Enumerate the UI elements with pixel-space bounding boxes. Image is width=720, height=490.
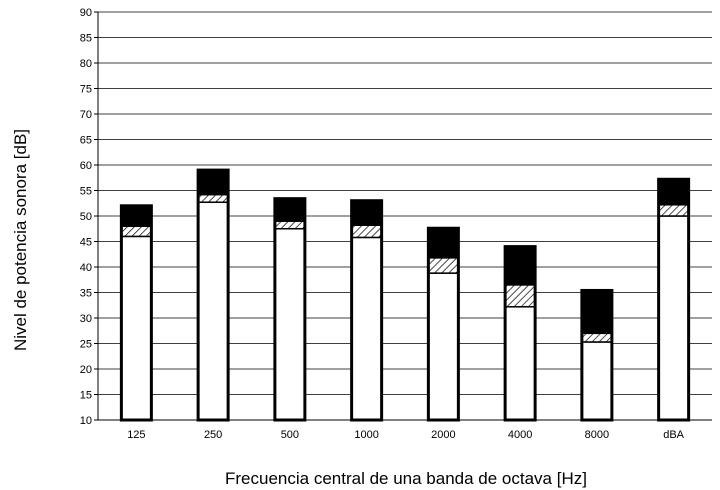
y-axis-title: Nivel de potencia sonora [dB] [11, 129, 30, 351]
y-tick-label: 45 [80, 237, 92, 249]
bars [119, 168, 691, 422]
gridlines [98, 11, 712, 395]
bar-segment-hatched [350, 224, 383, 239]
bar-segment-black [581, 289, 613, 335]
bar-segment-hatched [504, 284, 536, 308]
bar-segment-white [197, 201, 229, 421]
bar-segment-black [350, 199, 383, 226]
bar-segment-hatched [197, 193, 229, 203]
x-tick-label: dBA [663, 429, 684, 441]
y-tick-label: 85 [80, 33, 92, 45]
y-tick-label: 80 [80, 58, 92, 70]
axes: 10 15 20 25 30 35 40 45 50 55 60 65 70 75 80 85 90 125 250… [80, 7, 712, 441]
x-tick-label: 1000 [354, 429, 378, 441]
bar-segment-hatched [581, 332, 613, 343]
bar-segment-hatched [120, 225, 153, 238]
bar-segment-black [657, 178, 690, 206]
bar-segment-white [427, 272, 460, 421]
x-tick-label: 4000 [508, 429, 532, 441]
y-tick-label: 25 [80, 339, 92, 351]
x-tick-label: 8000 [585, 429, 609, 441]
bar-segment-black [504, 245, 536, 286]
x-tick-label: 250 [204, 429, 222, 441]
y-tick-label: 55 [80, 186, 92, 198]
y-tick-label: 20 [80, 364, 92, 376]
bar-segment-white [350, 236, 383, 421]
bar-segment-white [274, 228, 306, 421]
x-axis-title: Frecuencia central de una banda de octav… [225, 469, 587, 488]
y-tick-label: 40 [80, 262, 92, 274]
x-tick-label: 500 [281, 429, 299, 441]
x-tick-label: 125 [127, 429, 145, 441]
y-tick-label: 35 [80, 288, 92, 300]
bar-segment-white [504, 306, 536, 421]
bar-segment-black [427, 227, 460, 259]
bar-segment-hatched [657, 204, 690, 217]
bar-segment-black [197, 169, 229, 196]
y-tick-label: 10 [80, 415, 92, 427]
bar-segment-white [657, 215, 690, 421]
y-tick-label: 75 [80, 84, 92, 96]
y-tick-label: 60 [80, 160, 92, 172]
y-tick-label: 70 [80, 109, 92, 121]
bar-segment-hatched [274, 220, 306, 230]
bar-segment-black [274, 197, 306, 222]
y-tick-label: 30 [80, 313, 92, 325]
y-tick-label: 65 [80, 135, 92, 147]
bar-segment-black [120, 205, 153, 227]
bar-segment-white [581, 341, 613, 421]
bar-segment-white [120, 235, 153, 421]
y-tick-label: 90 [80, 7, 92, 19]
y-tick-label: 15 [80, 390, 92, 402]
bar-segment-hatched [427, 257, 460, 274]
x-tick-label: 2000 [431, 429, 455, 441]
y-tick-label: 50 [80, 211, 92, 223]
